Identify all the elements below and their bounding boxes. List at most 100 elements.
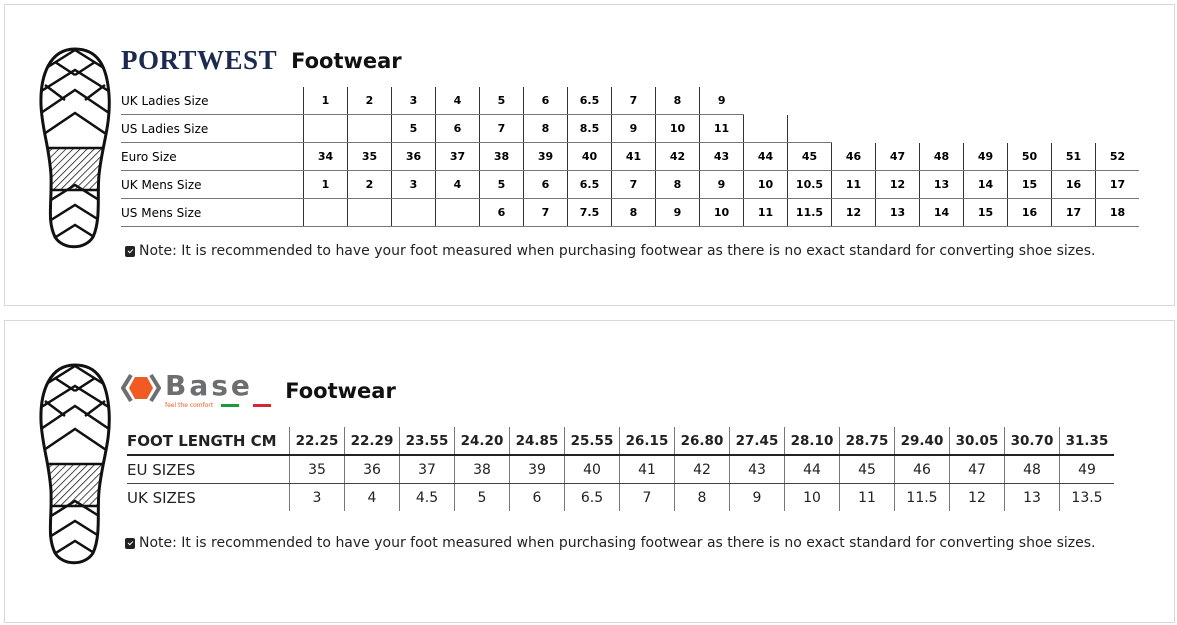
portwest-title: Footwear	[291, 48, 402, 73]
table-cell: 9	[699, 87, 744, 115]
flag-red-bar	[253, 404, 272, 407]
table-cell: 14	[963, 170, 1008, 199]
table-cell: 7	[619, 483, 675, 511]
table-cell: 25.55	[564, 427, 620, 456]
table-cell: 7.5	[567, 198, 612, 227]
table-cell: 40	[564, 455, 620, 484]
table-cell: 16	[1051, 170, 1096, 199]
table-cell: 11	[839, 483, 895, 511]
table-cell	[303, 198, 348, 227]
portwest-panel: PORTWEST Footwear UK Ladies Size 1 2 3 4 5 6 6.…	[4, 4, 1175, 306]
shoe-sole-icon	[35, 361, 115, 571]
table-cell: 22.25	[289, 427, 345, 456]
row-label: FOOT LENGTH CM	[127, 427, 290, 456]
row-label: US Ladies Size	[121, 114, 304, 143]
table-cell: 14	[919, 198, 964, 227]
base-tagline: feel the comfort	[165, 402, 214, 409]
table-cell: 8.5	[567, 114, 612, 143]
table-cell	[391, 198, 436, 227]
table-cell: 35	[289, 455, 345, 484]
table-row: EU SIZES 35 36 37 38 39 40 41 42 43 44 45 46 47 48 49	[127, 455, 1114, 484]
table-cell: 52	[1095, 142, 1139, 171]
base-panel: Base feel the comfort Footwear FOOT LENG…	[4, 320, 1175, 623]
table-cell: 6	[435, 114, 480, 143]
table-cell: 13	[919, 170, 964, 199]
table-cell: 41	[619, 455, 675, 484]
table-cell: 26.15	[619, 427, 675, 456]
table-cell: 3	[391, 170, 436, 199]
table-cell: 44	[743, 142, 788, 171]
table-cell: 51	[1051, 142, 1096, 171]
table-cell: 9	[655, 198, 700, 227]
table-cell: 13	[1004, 483, 1060, 511]
portwest-logo: PORTWEST	[121, 45, 278, 75]
table-cell	[920, 115, 964, 143]
table-cell: 27.45	[729, 427, 785, 456]
table-cell: 6.5	[567, 170, 612, 199]
table-cell: 35	[347, 142, 392, 171]
table-cell: 4	[435, 87, 480, 115]
table-cell: 6.5	[564, 483, 620, 511]
table-cell: 46	[894, 455, 950, 484]
table-cell: 5	[391, 114, 436, 143]
table-cell: 11	[743, 198, 788, 227]
table-cell: 38	[454, 455, 510, 484]
table-cell: 28.75	[839, 427, 895, 456]
table-cell: 29.40	[894, 427, 950, 456]
table-cell	[876, 115, 920, 143]
table-cell: 4	[344, 483, 400, 511]
table-cell: 49	[963, 142, 1008, 171]
note-text: Note: It is recommended to have your foo…	[139, 243, 1096, 259]
table-cell: 7	[611, 170, 656, 199]
table-cell: 9	[699, 170, 744, 199]
table-cell	[1096, 87, 1140, 115]
table-row: US Mens Size 6 7 7.5 8 9 10 11 11.5 12 13 14 15 16 17 1…	[121, 198, 1139, 227]
table-cell	[1052, 115, 1096, 143]
table-cell: 11.5	[894, 483, 950, 511]
table-cell: 39	[523, 142, 568, 171]
table-row: UK Mens Size 1 2 3 4 5 6 6.5 7 8 9 10 10.5 11 12 13 14 15…	[121, 170, 1139, 199]
table-cell: 15	[963, 198, 1008, 227]
table-cell: 4	[435, 170, 480, 199]
table-cell: 4.5	[399, 483, 455, 511]
table-cell: 10	[655, 114, 700, 143]
row-label: US Mens Size	[121, 198, 304, 227]
base-note: Note: It is recommended to have your foo…	[125, 535, 1095, 551]
row-label: UK SIZES	[127, 488, 196, 507]
table-cell	[347, 198, 392, 227]
table-row: UK Ladies Size 1 2 3 4 5 6 6.5 7 8 9	[121, 87, 1139, 115]
table-cell: 16	[1007, 198, 1052, 227]
table-cell: 9	[729, 483, 785, 511]
table-cell	[435, 198, 480, 227]
table-row: US Ladies Size 5 6 7 8 8.5 9 10 11	[121, 114, 1139, 143]
table-cell: 6	[509, 483, 565, 511]
flag-green-bar	[221, 404, 240, 407]
shoe-sole-icon	[35, 45, 115, 255]
table-cell: 7	[611, 87, 656, 115]
table-cell: 9	[611, 114, 656, 143]
table-cell: 2	[347, 87, 392, 115]
table-cell: 12	[949, 483, 1005, 511]
table-cell: 45	[787, 142, 832, 171]
portwest-header: PORTWEST Footwear	[121, 45, 402, 76]
note-text: Note: It is recommended to have your foo…	[139, 535, 1096, 551]
table-cell: 7	[479, 114, 524, 143]
table-cell: 8	[655, 170, 700, 199]
table-cell	[787, 114, 832, 143]
table-cell: 12	[875, 170, 920, 199]
table-cell	[876, 87, 920, 115]
table-cell: 18	[1095, 198, 1139, 227]
table-cell	[1052, 87, 1096, 115]
table-cell: 46	[831, 142, 876, 171]
table-cell: 47	[949, 455, 1005, 484]
table-cell: 17	[1095, 170, 1139, 199]
table-cell: 8	[611, 198, 656, 227]
table-cell: 5	[454, 483, 510, 511]
table-cell: 15	[1007, 170, 1052, 199]
base-logo: Base feel the comfort	[121, 371, 272, 410]
table-cell: 5	[479, 170, 524, 199]
table-cell	[1008, 87, 1052, 115]
table-cell: 47	[875, 142, 920, 171]
table-cell	[788, 87, 832, 115]
note-check-icon	[125, 245, 135, 257]
